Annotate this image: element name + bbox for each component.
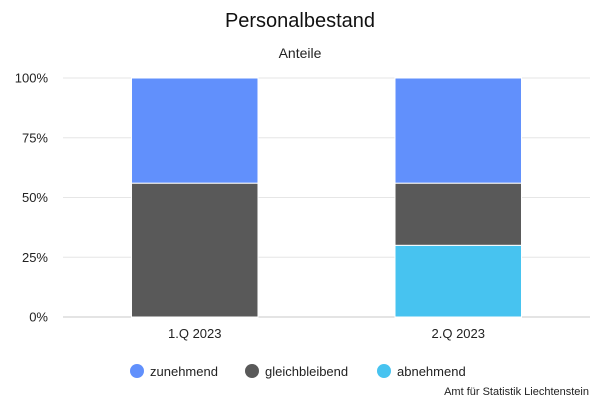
x-axis: 1.Q 2023 2.Q 2023 <box>168 326 485 341</box>
bars <box>131 77 522 318</box>
y-tick-label: 50% <box>22 190 48 205</box>
bar-segment-zunehmend <box>394 77 522 184</box>
legend-marker <box>377 364 391 378</box>
legend: zunehmend gleichbleibend abnehmend <box>130 364 466 379</box>
legend-label: abnehmend <box>397 364 466 379</box>
bar-segment-abnehmend <box>394 244 522 318</box>
legend-label: gleichbleibend <box>265 364 348 379</box>
x-tick-label: 2.Q 2023 <box>432 326 486 341</box>
bar-segment-gleichbleibend <box>131 182 259 318</box>
legend-label: zunehmend <box>150 364 218 379</box>
y-tick-label: 25% <box>22 250 48 265</box>
y-tick-label: 100% <box>15 71 49 86</box>
y-tick-label: 75% <box>22 130 48 145</box>
legend-marker <box>245 364 259 378</box>
bar-segment-gleichbleibend <box>394 182 522 246</box>
credit-text: Amt für Statistik Liechtenstein <box>444 386 589 398</box>
y-tick-label: 0% <box>29 310 48 325</box>
x-tick-label: 1.Q 2023 <box>168 326 222 341</box>
chart-title: Personalbestand <box>225 10 375 32</box>
chart-subtitle: Anteile <box>279 45 322 61</box>
y-axis: 0% 25% 50% 75% 100% <box>15 71 49 325</box>
bar-segment-zunehmend <box>131 77 259 184</box>
legend-marker <box>130 364 144 378</box>
